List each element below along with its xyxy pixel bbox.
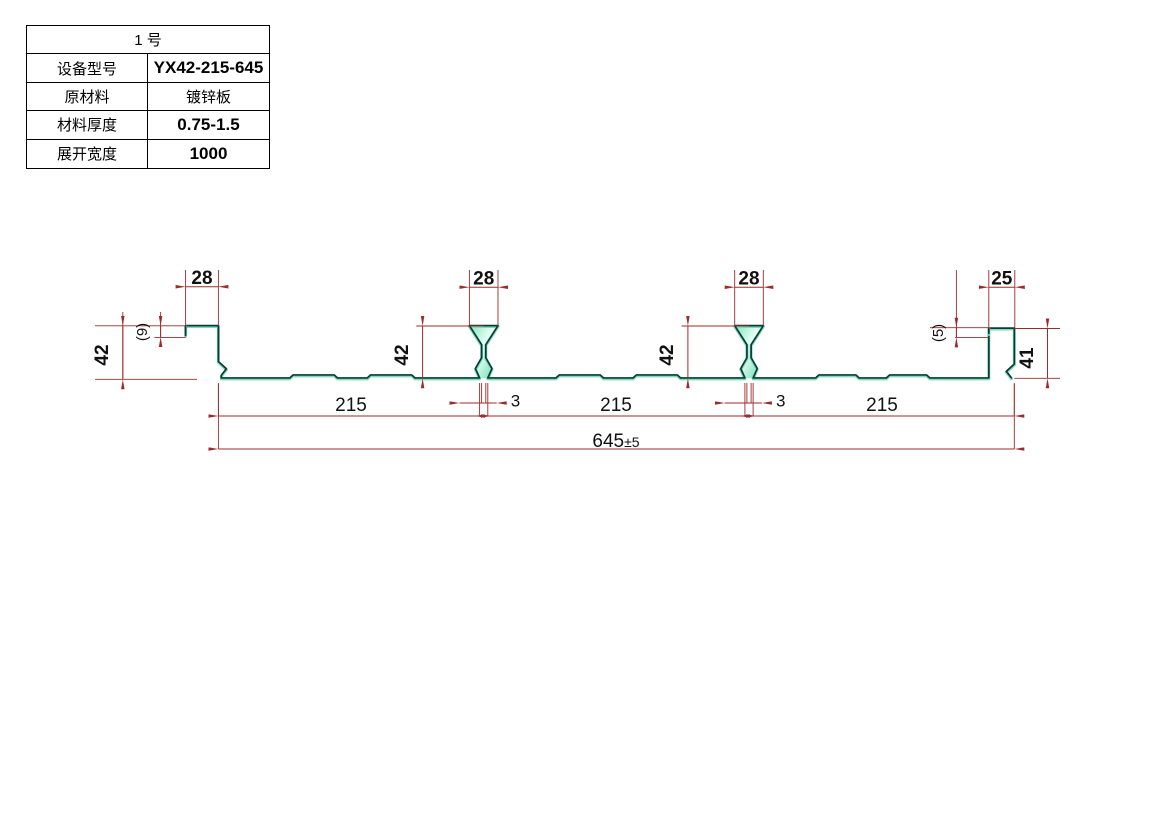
svg-text:(5): (5)	[930, 324, 947, 342]
svg-text:28: 28	[473, 269, 494, 290]
svg-text:42: 42	[657, 344, 678, 365]
svg-text:25: 25	[991, 269, 1013, 290]
svg-text:3: 3	[776, 392, 785, 411]
svg-text:(9): (9)	[134, 323, 151, 341]
svg-text:215: 215	[866, 395, 898, 416]
svg-text:215: 215	[600, 395, 632, 416]
svg-text:42: 42	[392, 344, 413, 365]
svg-text:42: 42	[92, 344, 113, 365]
svg-text:28: 28	[738, 269, 759, 290]
svg-text:3: 3	[511, 392, 520, 411]
svg-text:28: 28	[191, 268, 212, 289]
svg-text:41: 41	[1017, 347, 1038, 369]
svg-text:645±5: 645±5	[592, 431, 639, 452]
svg-text:215: 215	[335, 395, 367, 416]
